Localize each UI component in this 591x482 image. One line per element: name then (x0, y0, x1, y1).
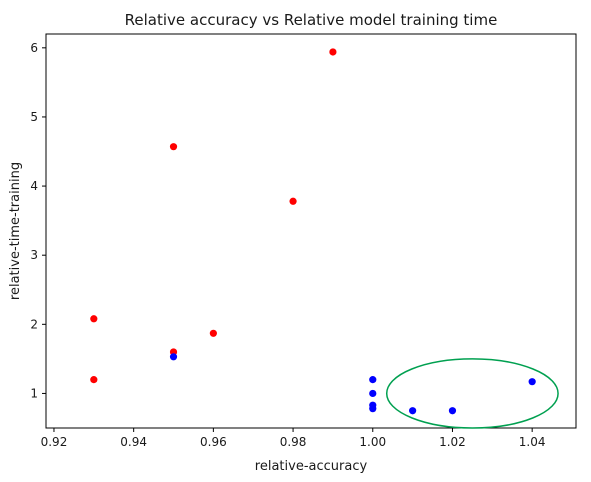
blue-point (169, 353, 178, 361)
y-tick-label: 4 (30, 179, 38, 193)
x-tick-label: 0.92 (41, 435, 68, 449)
red-point (209, 329, 217, 337)
y-tick-label: 6 (30, 41, 38, 55)
x-tick-label: 1.00 (359, 435, 386, 449)
x-tick-label: 0.96 (200, 435, 227, 449)
plot-frame (45, 33, 577, 429)
x-tick-label: 0.98 (280, 435, 307, 449)
blue-point (369, 389, 377, 398)
red-point (90, 376, 98, 384)
y-tick-label: 2 (30, 317, 38, 331)
y-tick-label: 3 (30, 248, 38, 262)
x-tick-label: 0.94 (120, 435, 147, 449)
y-axis-label: relative-time-training (8, 162, 23, 300)
y-tick-label: 5 (30, 110, 38, 124)
blue-point (369, 376, 377, 384)
blue-point (409, 407, 417, 415)
x-tick-label: 1.04 (519, 435, 546, 449)
chart-title: Relative accuracy vs Relative model trai… (125, 11, 498, 29)
x-tick-label: 1.02 (439, 435, 466, 449)
blue-point (369, 405, 377, 413)
x-axis-label: relative-accuracy (255, 459, 368, 474)
red-point (289, 197, 297, 205)
red-point (329, 48, 337, 56)
highlight-ellipse (385, 358, 559, 429)
blue-point (528, 378, 536, 386)
y-tick-label: 1 (30, 386, 38, 400)
blue-point (448, 407, 457, 415)
red-point (169, 143, 178, 151)
red-point (90, 315, 98, 323)
plot-area: 0.92 0.94 0.96 0.98 1.00 1.02 1.04 1 2 3 4 5 6 (30, 33, 577, 449)
